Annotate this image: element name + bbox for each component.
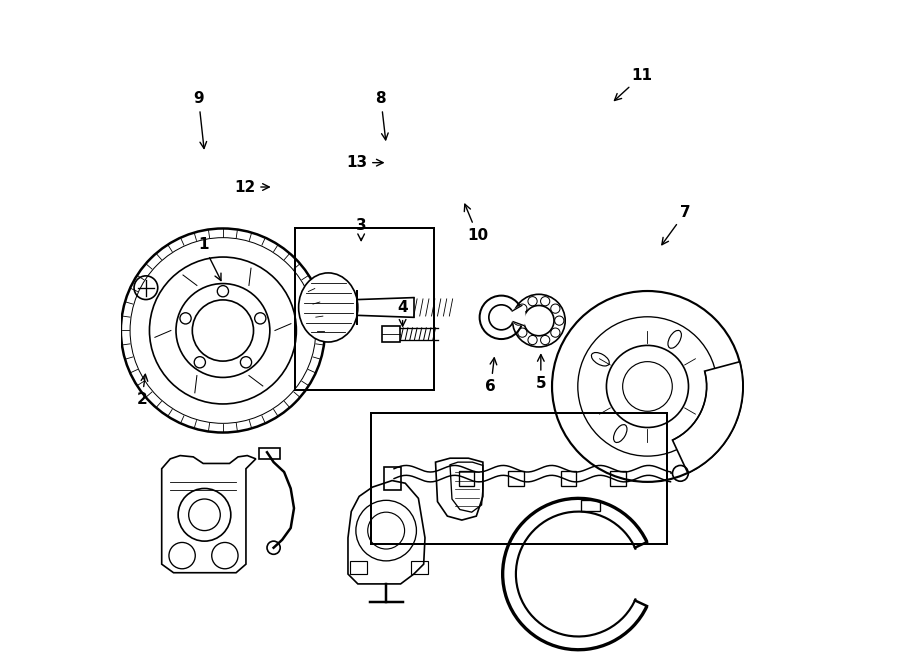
Text: 3: 3 [356, 217, 366, 241]
Text: 13: 13 [346, 155, 383, 170]
Bar [508, 471, 524, 486]
Bar [561, 471, 576, 486]
Bar [259, 448, 280, 459]
Bar [580, 500, 600, 511]
Bar [382, 326, 400, 342]
Text: 4: 4 [397, 300, 408, 326]
Text: 10: 10 [464, 204, 488, 243]
Text: 1: 1 [198, 237, 221, 280]
Ellipse shape [299, 273, 358, 342]
Bar [384, 467, 400, 490]
Wedge shape [510, 305, 525, 325]
Bar [350, 561, 367, 574]
Text: 7: 7 [662, 204, 691, 245]
Text: 11: 11 [615, 67, 652, 100]
Bar [610, 471, 626, 486]
Text: 5: 5 [536, 354, 546, 391]
Text: 8: 8 [375, 91, 388, 140]
Bar [371, 412, 667, 545]
Text: 12: 12 [234, 180, 269, 194]
Text: 9: 9 [194, 91, 207, 149]
Bar [459, 471, 474, 486]
Text: 6: 6 [485, 358, 497, 394]
Bar [410, 561, 428, 574]
Text: 2: 2 [137, 374, 148, 407]
Wedge shape [672, 362, 742, 473]
Bar [295, 229, 434, 390]
